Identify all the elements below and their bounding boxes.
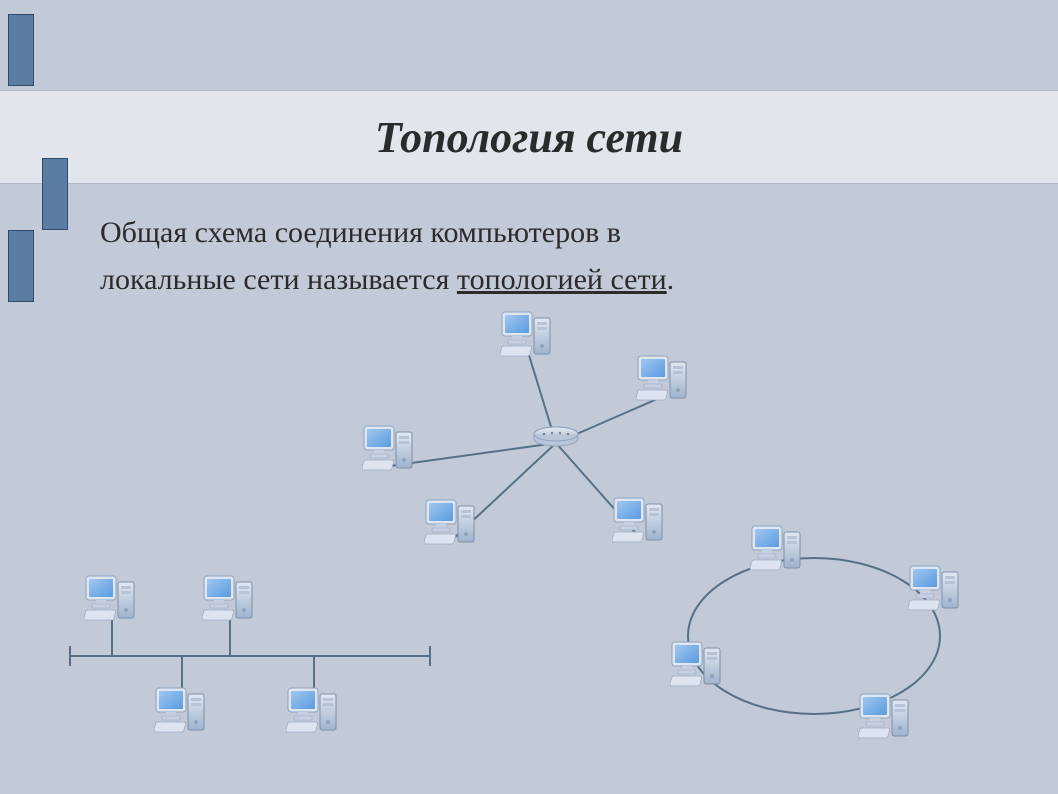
bus-node-0 xyxy=(84,570,140,626)
star-node-0 xyxy=(500,306,556,362)
slide-title: Топология сети xyxy=(375,112,683,163)
ring-node-1 xyxy=(750,520,806,576)
accent-bar xyxy=(8,14,34,86)
body-line2-underline: топологией сети xyxy=(457,263,667,296)
body-line2-b: . xyxy=(667,263,675,296)
ring-node-3 xyxy=(858,688,914,744)
body-text: Общая схема соединения компьютеров в лок… xyxy=(100,210,920,303)
title-band: Топология сети xyxy=(0,90,1058,184)
star-node-3 xyxy=(424,494,480,550)
star-node-4 xyxy=(362,420,418,476)
body-line2-a: локальные сети называется xyxy=(100,263,457,296)
body-line1: Общая схема соединения компьютеров в xyxy=(100,216,621,249)
accent-bar xyxy=(42,158,68,230)
bus-node-2 xyxy=(154,682,210,738)
star-hub xyxy=(532,425,580,449)
star-node-2 xyxy=(612,492,668,548)
slide: Топология сети Общая схема соединения ко… xyxy=(0,0,1058,794)
bus-node-1 xyxy=(202,570,258,626)
star-node-1 xyxy=(636,350,692,406)
ring-node-0 xyxy=(670,636,726,692)
bus-node-3 xyxy=(286,682,342,738)
ring-node-2 xyxy=(908,560,964,616)
accent-bar xyxy=(8,230,34,302)
